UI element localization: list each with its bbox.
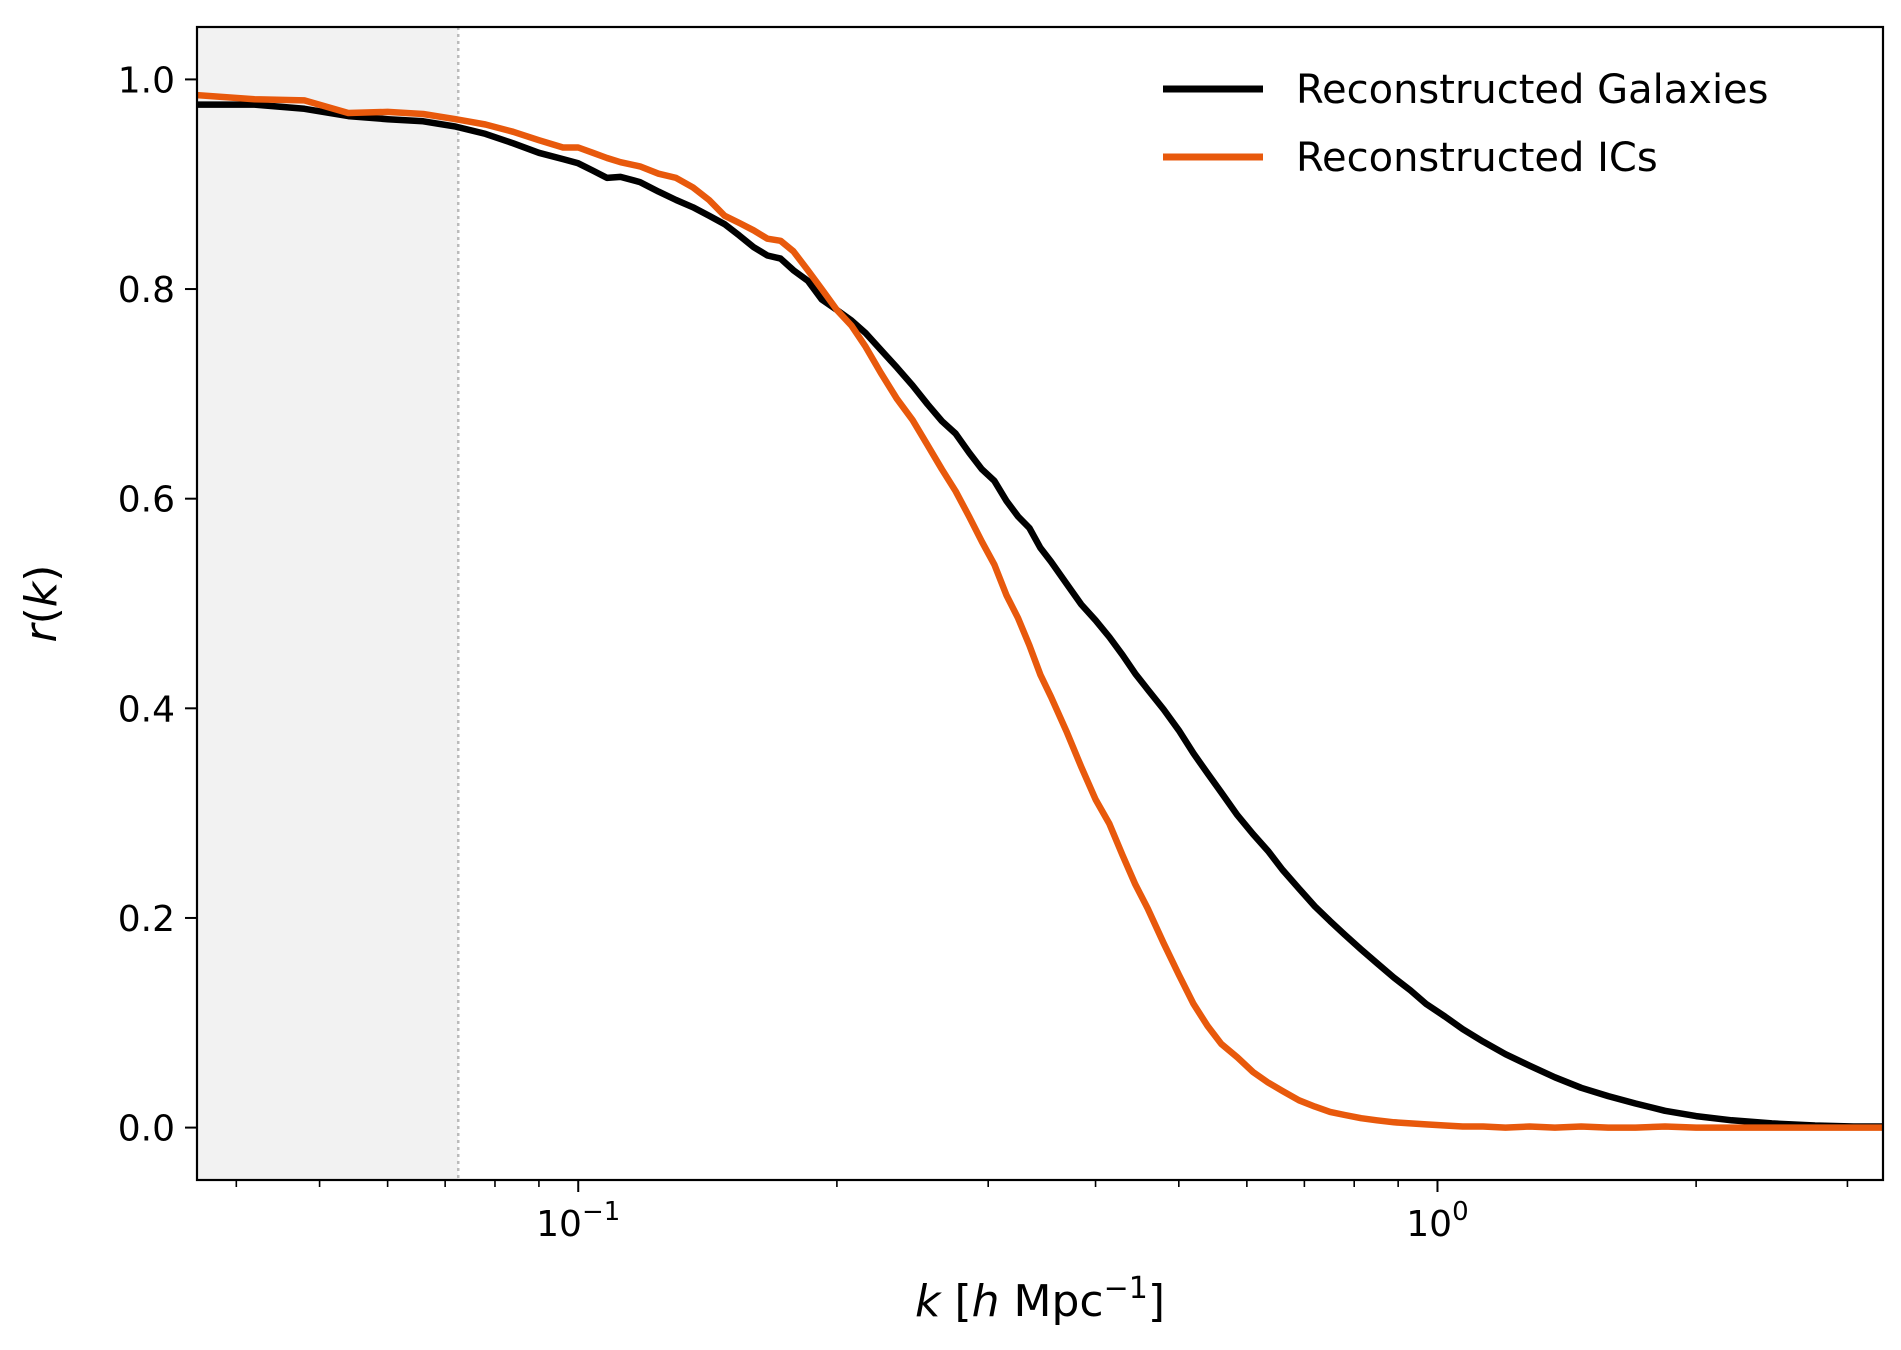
x-tick-base: 10 bbox=[536, 1204, 582, 1245]
x-tick-exponent: −1 bbox=[582, 1197, 620, 1227]
x-tick-base: 10 bbox=[1406, 1204, 1452, 1245]
y-tick-label: 0.4 bbox=[118, 689, 175, 730]
y-tick-label: 0.6 bbox=[118, 480, 175, 521]
legend: Reconstructed Galaxies Reconstructed ICs bbox=[1163, 67, 1769, 181]
x-label-unit: Mpc bbox=[1000, 1276, 1104, 1327]
x-tick-label: 10−1 bbox=[536, 1197, 620, 1245]
legend-label-reconstructed-ics: Reconstructed ICs bbox=[1296, 135, 1658, 181]
x-tick-label: 100 bbox=[1406, 1197, 1468, 1245]
x-label-open: [ bbox=[940, 1276, 971, 1327]
series-line-reconstructed-ics bbox=[197, 91, 1883, 1131]
y-axis-label: r(k) bbox=[16, 565, 67, 643]
y-label-open: ( bbox=[16, 607, 67, 624]
x-label-h: h bbox=[972, 1276, 1000, 1327]
y-label-k: k bbox=[16, 580, 67, 607]
y-tick-label: 0.0 bbox=[118, 1109, 175, 1150]
legend-label-reconstructed-galaxies: Reconstructed Galaxies bbox=[1296, 67, 1769, 113]
y-tick-label: 0.8 bbox=[118, 270, 175, 311]
shaded-region bbox=[197, 27, 459, 1180]
plot-area: 0.00.20.40.60.81.010−1 100 bbox=[118, 25, 1885, 1245]
plot-frame bbox=[195, 25, 1885, 1182]
y-tick-label: 0.2 bbox=[118, 899, 175, 940]
x-label-k: k bbox=[915, 1276, 942, 1327]
x-label-exponent: −1 bbox=[1104, 1271, 1148, 1306]
series-line-reconstructed-galaxies bbox=[197, 101, 1883, 1130]
y-tick-label: 1.0 bbox=[118, 60, 175, 101]
x-label-close: ] bbox=[1148, 1276, 1165, 1327]
series-lines bbox=[197, 91, 1883, 1131]
y-label-r: r bbox=[16, 621, 67, 642]
x-axis-label: k [h Mpc−1] bbox=[915, 1271, 1165, 1327]
x-tick-exponent: 0 bbox=[1452, 1197, 1469, 1227]
y-label-close: ) bbox=[16, 565, 67, 582]
